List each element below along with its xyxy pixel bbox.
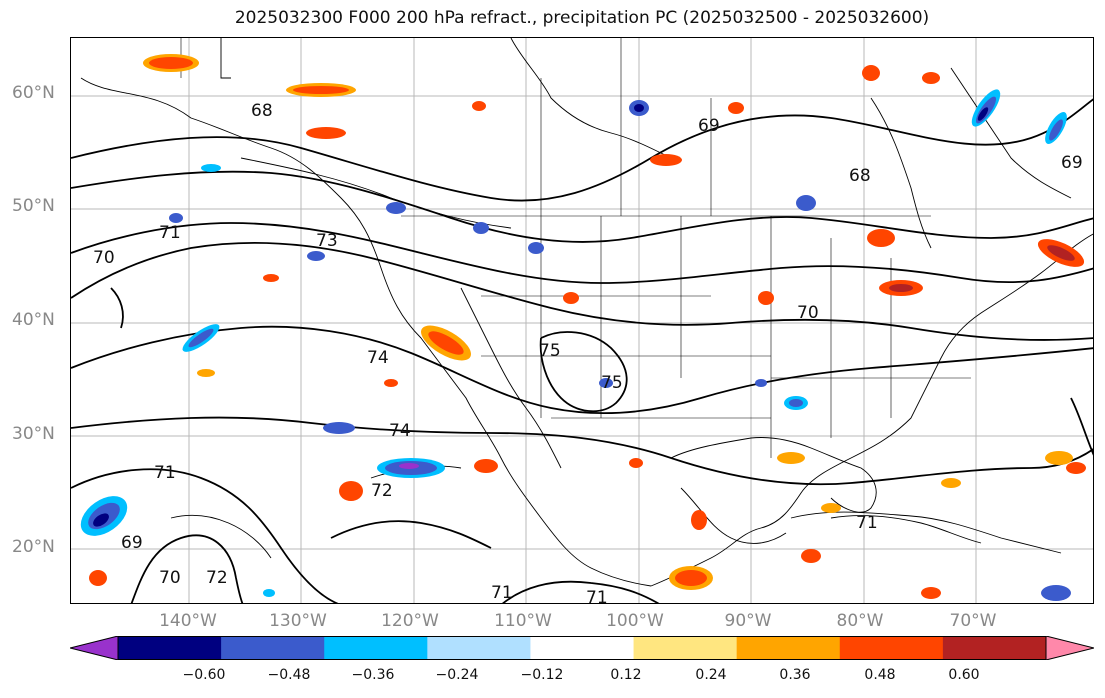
colorbar-max-extension bbox=[1045, 636, 1094, 660]
longitude-label: 100°W bbox=[606, 611, 664, 631]
colorbar-tick-label: −0.24 bbox=[435, 667, 479, 683]
contour-labels: 68 69 68 69 71 73 70 74 75 74 70 71 72 6… bbox=[93, 101, 1083, 604]
refractivity-contours bbox=[71, 98, 1093, 603]
colorbar-segment bbox=[530, 636, 635, 660]
longitude-label: 120°W bbox=[381, 611, 439, 631]
contour-label: 68 bbox=[251, 101, 273, 121]
longitude-label: 130°W bbox=[269, 611, 327, 631]
contour-label: 69 bbox=[121, 533, 143, 553]
map-canvas: 68 69 68 69 71 73 70 74 75 74 70 71 72 6… bbox=[71, 38, 1093, 604]
longitude-label: 80°W bbox=[836, 611, 884, 631]
graticule bbox=[71, 38, 1093, 603]
colorbar-tick-label: 0.12 bbox=[610, 667, 642, 683]
colorbar-segment bbox=[118, 636, 222, 660]
longitude-label: 110°W bbox=[494, 611, 552, 631]
contour-label: 73 bbox=[316, 231, 338, 251]
latitude-label: 50°N bbox=[12, 196, 55, 216]
colorbar-tick-label: −0.48 bbox=[267, 667, 311, 683]
colorbar-segment bbox=[839, 636, 944, 660]
colorbar bbox=[70, 636, 1094, 660]
colorbar-tick-label: −0.36 bbox=[351, 667, 395, 683]
contour-label: 71 bbox=[491, 583, 513, 603]
contour-label: 68 bbox=[849, 166, 871, 186]
coastlines bbox=[80, 38, 1093, 587]
latitude-label: 60°N bbox=[12, 83, 55, 103]
colorbar-segment bbox=[324, 636, 428, 660]
contour-label: 70 bbox=[797, 303, 819, 323]
contour-label: 75 bbox=[601, 373, 623, 393]
colorbar-segment bbox=[427, 636, 531, 660]
colorbar-tick-label: 0.24 bbox=[695, 667, 727, 683]
map-panel[interactable]: 68 69 68 69 71 73 70 74 75 74 70 71 72 6… bbox=[70, 37, 1094, 604]
contour-label: 69 bbox=[698, 116, 720, 136]
contour-label: 72 bbox=[371, 481, 393, 501]
longitude-label: 90°W bbox=[724, 611, 772, 631]
colorbar-tick-label: −0.12 bbox=[520, 667, 564, 683]
colorbar-tick-label: −0.60 bbox=[182, 667, 226, 683]
latitude-label: 40°N bbox=[12, 310, 55, 330]
contour-label: 71 bbox=[154, 463, 176, 483]
latitude-label: 30°N bbox=[12, 424, 55, 444]
contour-label: 74 bbox=[367, 348, 389, 368]
contour-label: 74 bbox=[389, 421, 411, 441]
colorbar-segments bbox=[118, 636, 1047, 660]
colorbar-tick-label: 0.36 bbox=[779, 667, 811, 683]
colorbar-segment bbox=[942, 636, 1047, 660]
longitude-label: 140°W bbox=[159, 611, 217, 631]
negative-anomaly-shading bbox=[80, 89, 1071, 601]
positive-anomaly-shading bbox=[89, 54, 1086, 599]
colorbar-outline bbox=[117, 636, 1047, 660]
contour-label: 71 bbox=[159, 223, 181, 243]
precipitation-anomalies bbox=[80, 54, 1086, 601]
colorbar-segment bbox=[736, 636, 841, 660]
contour-label: 69 bbox=[1061, 153, 1083, 173]
contour-label: 71 bbox=[586, 588, 608, 604]
colorbar-tick-label: 0.48 bbox=[864, 667, 896, 683]
longitude-label: 70°W bbox=[949, 611, 997, 631]
contour-label: 75 bbox=[539, 341, 561, 361]
contour-label: 71 bbox=[856, 513, 878, 533]
colorbar-segment bbox=[221, 636, 325, 660]
colorbar-min-extension bbox=[70, 636, 119, 660]
latitude-label: 20°N bbox=[12, 537, 55, 557]
colorbar-segment bbox=[633, 636, 738, 660]
refractivity-contours-thin bbox=[170, 157, 982, 559]
political-borders bbox=[180, 38, 971, 458]
colorbar-tick-label: 0.60 bbox=[948, 667, 980, 683]
map-title: 2025032300 F000 200 hPa refract., precip… bbox=[234, 8, 930, 28]
contour-label: 70 bbox=[159, 568, 181, 588]
contour-label: 70 bbox=[93, 248, 115, 268]
contour-label: 72 bbox=[206, 568, 228, 588]
